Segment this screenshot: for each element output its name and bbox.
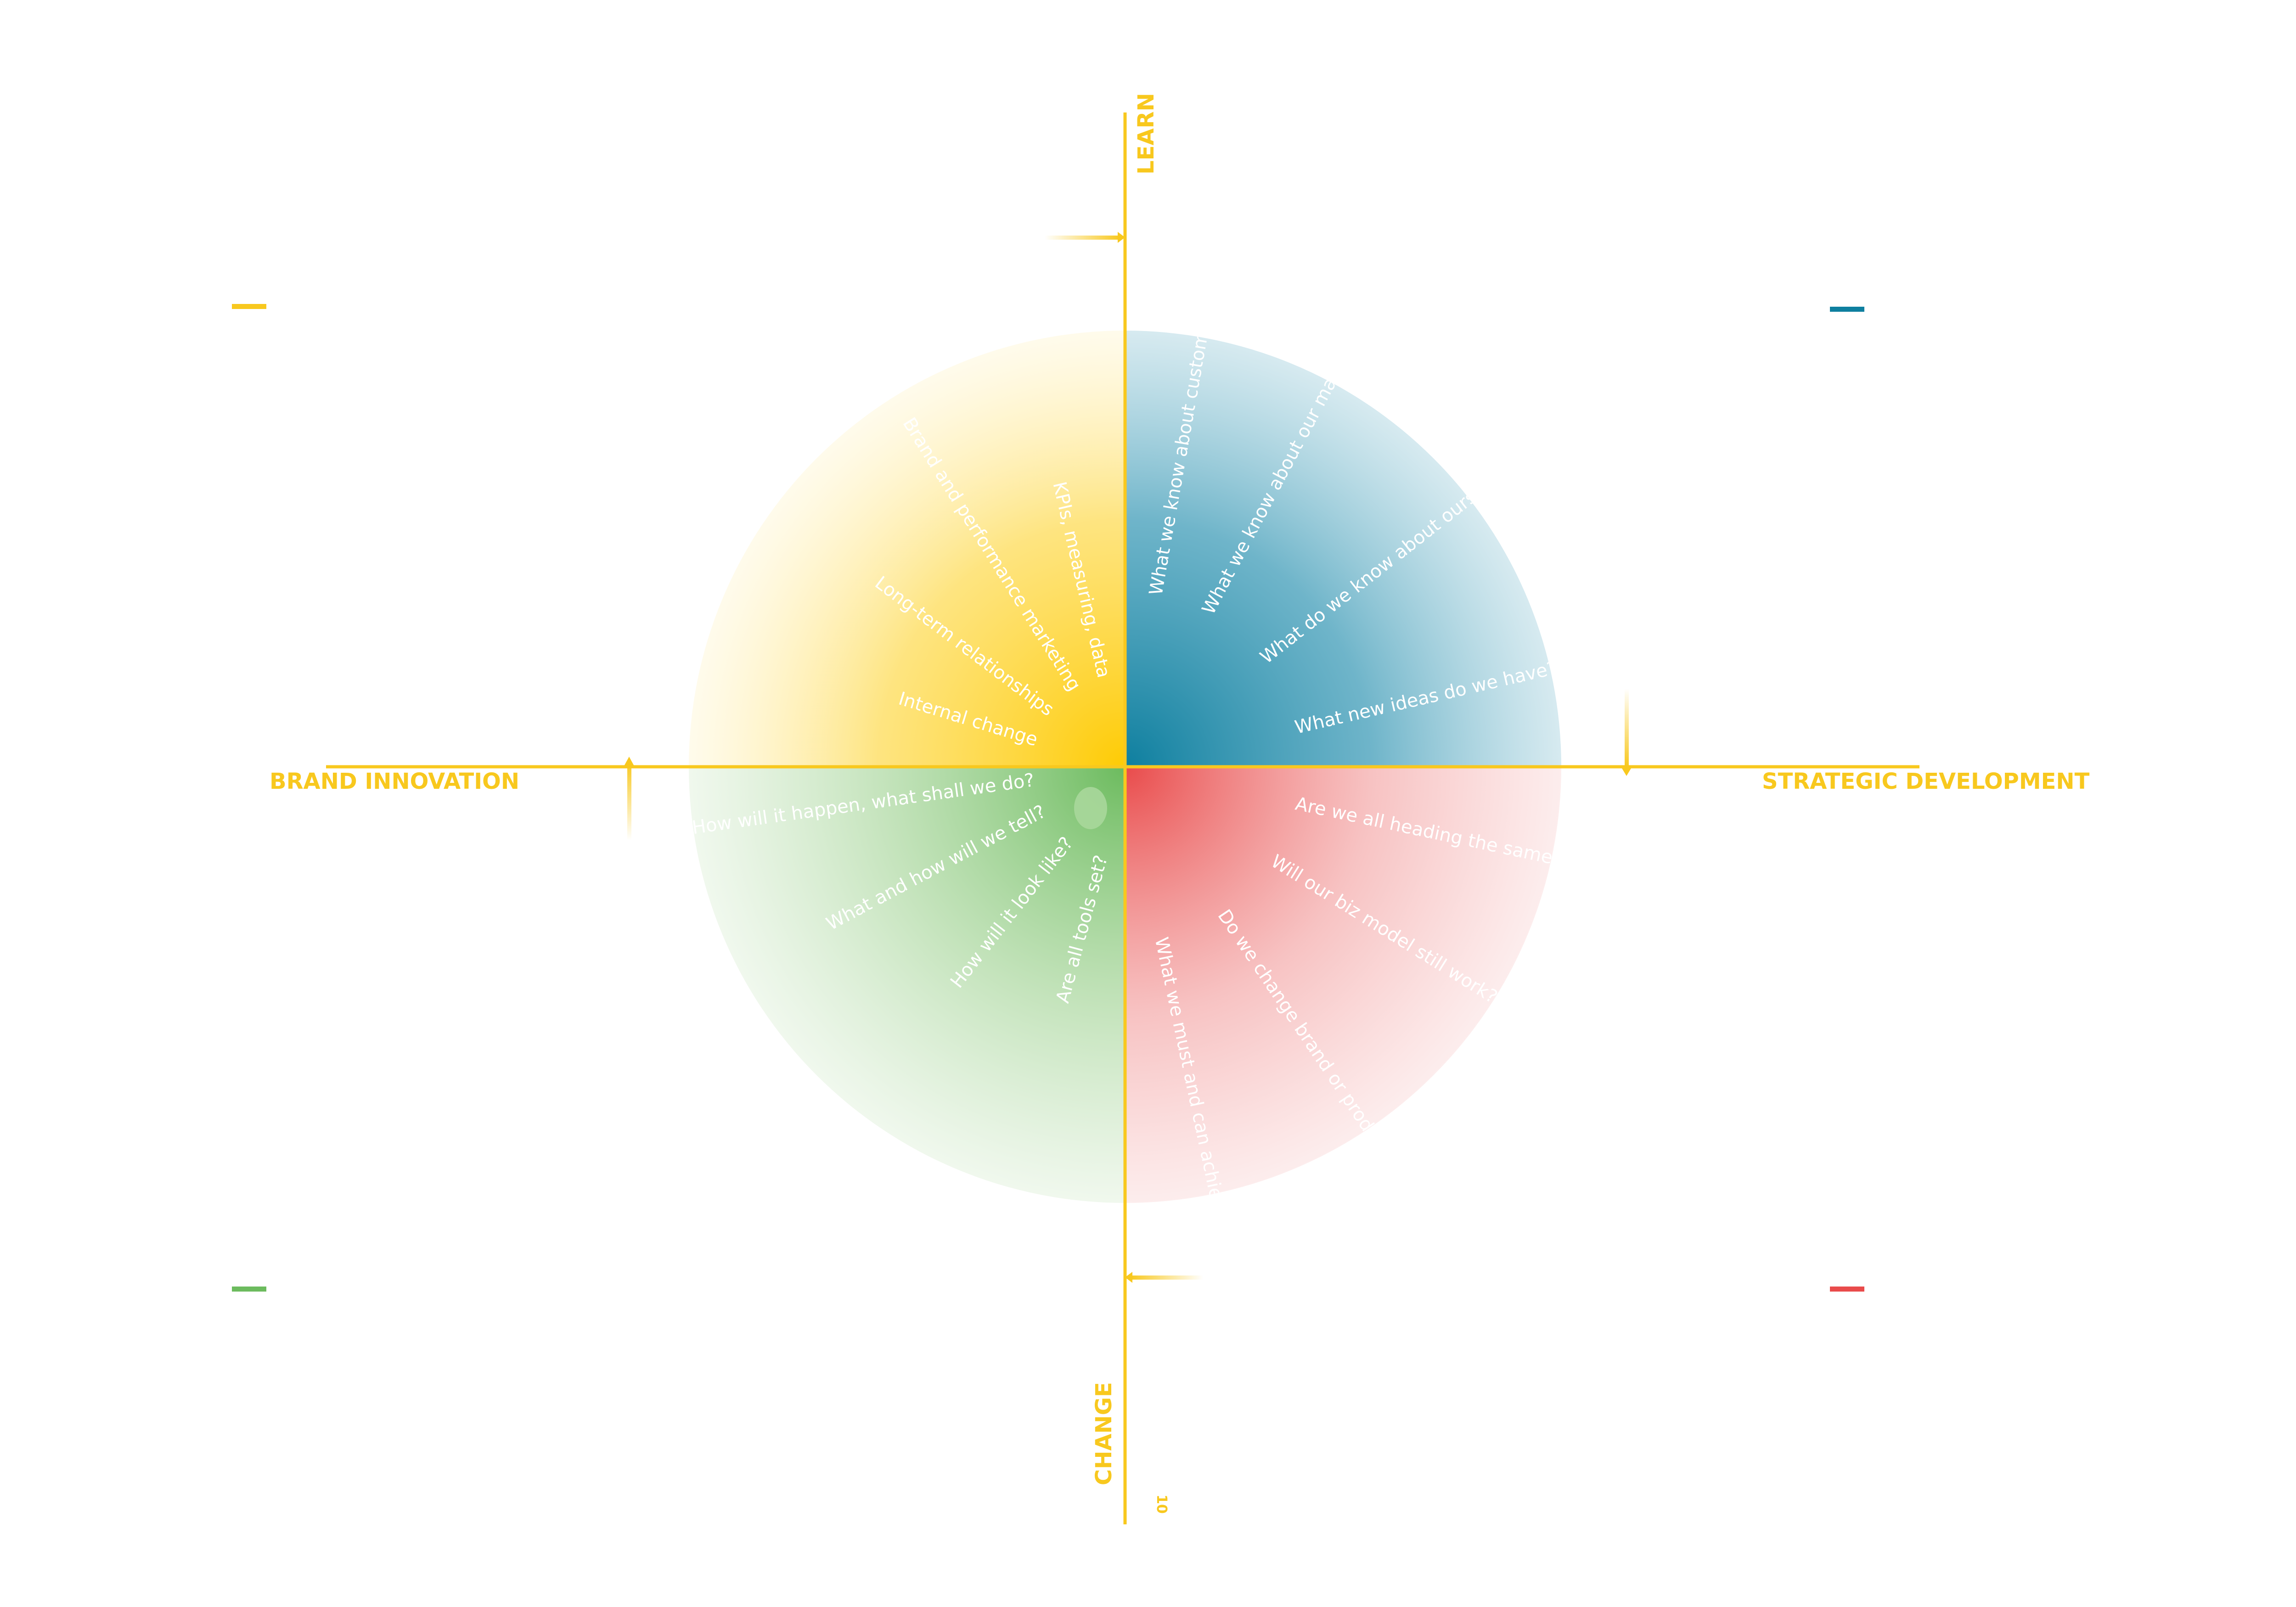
- quadrant-yellow: [689, 331, 1125, 767]
- quadrant-red: [1125, 767, 1561, 1203]
- center-blob: [1074, 787, 1107, 829]
- axis-label-learn: LEARN: [1133, 93, 1159, 174]
- quadrant-green: [689, 767, 1125, 1203]
- arrow-tick-bottom: [1125, 1272, 1203, 1283]
- arrow-tick-left: [624, 757, 635, 840]
- corner-mark-bottom-right: [1830, 1287, 1864, 1292]
- corner-mark-bottom-left: [232, 1287, 266, 1292]
- page-number: 10: [1154, 1495, 1170, 1514]
- axis-label-strategic-development: STRATEGIC DEVELOPMENT: [1762, 769, 2090, 794]
- arrow-tick-right: [1621, 689, 1632, 776]
- corner-mark-top-right: [1830, 307, 1864, 312]
- arrow-tick-top: [1045, 232, 1125, 243]
- corner-mark-top-left: [232, 304, 266, 309]
- axis-label-brand-innovation: BRAND INNOVATION: [270, 769, 519, 794]
- axis-label-change: CHANGE: [1091, 1382, 1117, 1485]
- quadrant-blue: [1125, 331, 1561, 767]
